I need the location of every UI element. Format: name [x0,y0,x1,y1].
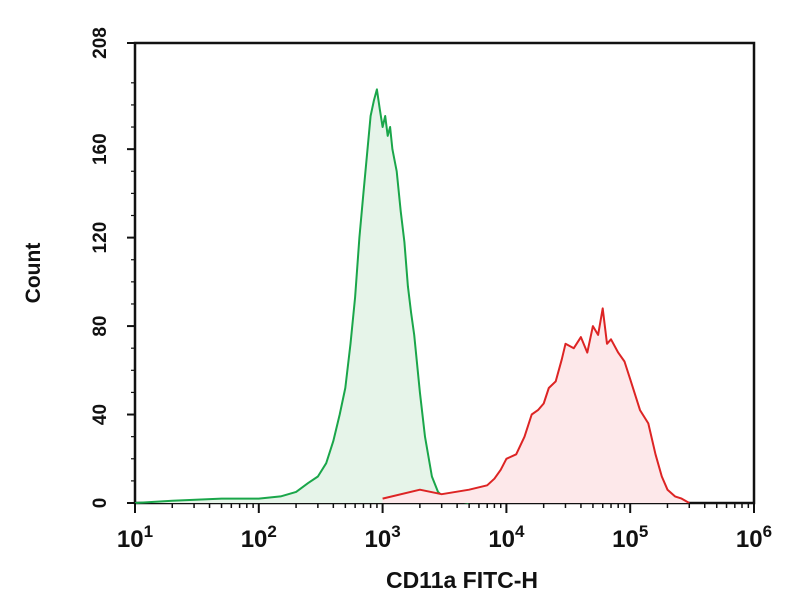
x-tick-label: 104 [488,522,525,553]
series-1-fill [135,89,470,504]
x-tick-label: 103 [365,522,401,553]
x-tick-label: 106 [736,522,772,553]
y-tick-label: 208 [90,27,111,59]
series-layer [134,88,690,504]
x-tick-label: 102 [241,522,277,553]
y-tick-label: 80 [90,316,111,337]
y-tick-label: 160 [90,133,111,165]
y-axis-title: Count [22,243,45,304]
plot-area: 101 102 103 104 105 106 0 40 80 120 160 208 [90,27,772,553]
y-tick-label: 40 [90,404,111,425]
x-tick-label: 105 [612,522,648,553]
series-2-line [382,307,690,504]
x-axis-ticks: 101 102 103 104 105 106 [117,503,772,553]
y-tick-label: 120 [90,222,111,254]
x-axis-title: CD11a FITC-H [386,567,538,593]
y-axis-ticks: 0 40 80 120 160 208 [90,27,135,508]
y-tick-label: 0 [90,498,111,509]
x-tick-label: 101 [117,522,153,553]
series-2-fill [382,308,690,503]
series-1-line [134,88,470,504]
plot-frame [133,41,756,505]
